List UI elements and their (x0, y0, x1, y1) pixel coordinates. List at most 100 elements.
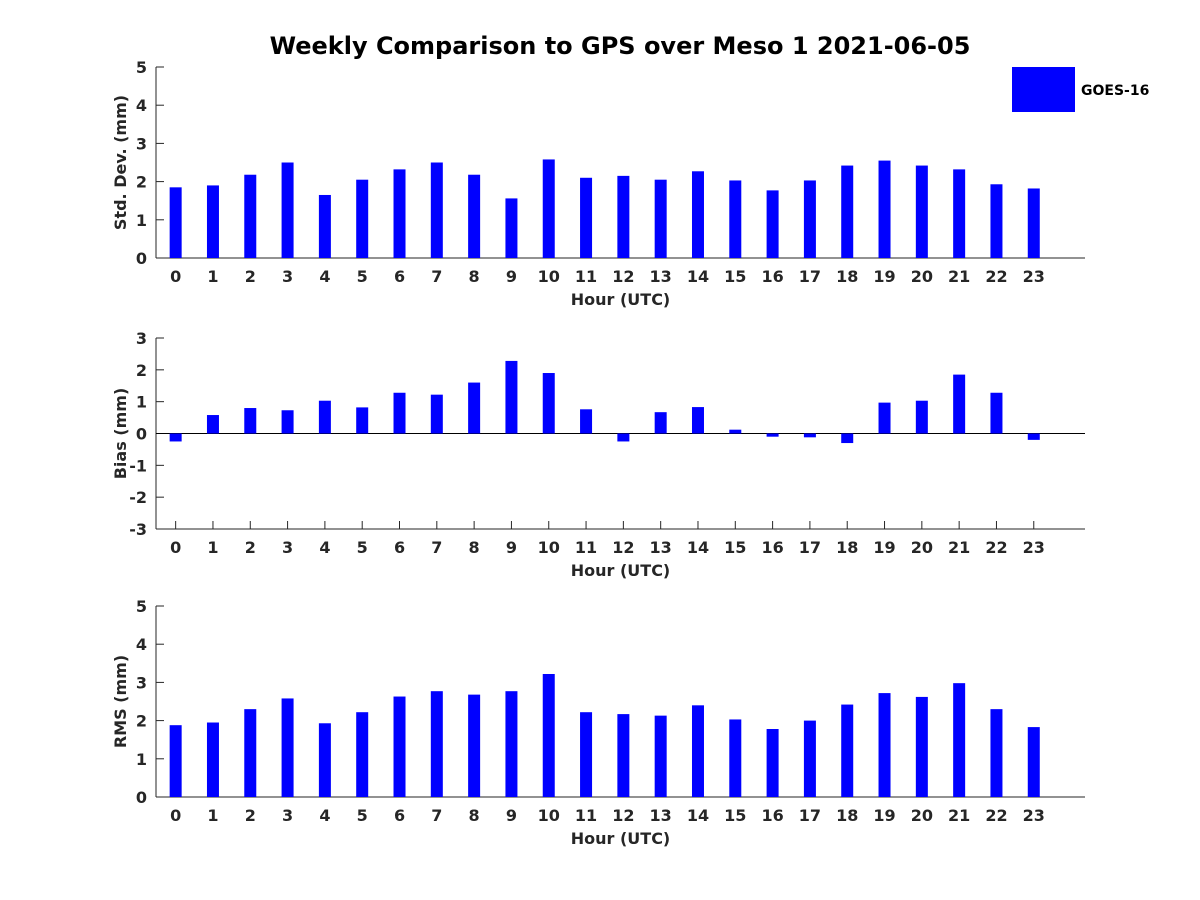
bar-rms-12 (617, 714, 630, 797)
x-tick-label: 7 (431, 267, 442, 286)
y-tick-label: 1 (136, 211, 147, 230)
bar-bias-15 (729, 429, 742, 434)
bar-bias-6 (393, 392, 406, 434)
legend-swatch (1012, 67, 1075, 112)
bar-std-dev-8 (468, 174, 481, 258)
x-tick-label: 13 (650, 538, 672, 557)
y-tick-label: 0 (136, 249, 147, 268)
bar-std-dev-15 (729, 180, 742, 258)
x-tick-label: 1 (207, 267, 218, 286)
x-tick-label: 4 (319, 267, 330, 286)
x-tick-label: 20 (911, 806, 933, 825)
bar-std-dev-10 (542, 159, 555, 258)
bar-bias-9 (505, 360, 518, 434)
bar-rms-16 (766, 729, 779, 797)
x-tick-label: 7 (431, 806, 442, 825)
bar-bias-23 (1027, 433, 1040, 440)
bar-std-dev-20 (915, 165, 928, 258)
x-tick-label: 16 (761, 538, 783, 557)
y-tick-label: 5 (136, 58, 147, 77)
x-tick-label: 21 (948, 806, 970, 825)
bar-std-dev-12 (617, 175, 630, 258)
x-tick-label: 7 (431, 538, 442, 557)
x-tick-label: 20 (911, 267, 933, 286)
x-axis-label: Hour (UTC) (571, 290, 671, 309)
bar-bias-10 (542, 373, 555, 434)
x-tick-label: 23 (1023, 267, 1045, 286)
x-tick-label: 4 (319, 538, 330, 557)
bar-std-dev-22 (990, 184, 1003, 258)
bar-rms-0 (169, 725, 182, 797)
bar-bias-16 (766, 433, 779, 437)
x-tick-label: 19 (873, 806, 895, 825)
bar-std-dev-6 (393, 169, 406, 258)
bar-std-dev-13 (654, 179, 667, 258)
bar-rms-13 (654, 715, 667, 797)
x-tick-label: 18 (836, 806, 858, 825)
x-tick-label: 2 (245, 806, 256, 825)
bar-rms-23 (1027, 727, 1040, 797)
x-tick-label: 9 (506, 806, 517, 825)
x-tick-label: 22 (985, 538, 1007, 557)
bar-bias-11 (580, 409, 593, 434)
bar-std-dev-16 (766, 190, 779, 258)
x-tick-label: 3 (282, 538, 293, 557)
bar-bias-12 (617, 433, 630, 442)
bar-std-dev-14 (691, 171, 704, 258)
x-tick-label: 9 (506, 267, 517, 286)
x-tick-label: 17 (799, 267, 821, 286)
bar-rms-8 (468, 694, 481, 797)
bar-std-dev-21 (953, 169, 966, 258)
bar-rms-15 (729, 719, 742, 797)
bar-bias-1 (206, 415, 219, 434)
bar-bias-3 (281, 410, 294, 434)
bar-rms-19 (878, 693, 891, 797)
x-tick-label: 12 (612, 267, 634, 286)
bar-rms-20 (915, 696, 928, 797)
bar-rms-21 (953, 683, 966, 797)
y-axis-label: Std. Dev. (mm) (111, 95, 130, 230)
bar-std-dev-11 (580, 177, 593, 258)
x-tick-label: 18 (836, 538, 858, 557)
x-tick-label: 2 (245, 267, 256, 286)
x-tick-label: 0 (170, 267, 181, 286)
bar-rms-14 (691, 705, 704, 797)
bar-bias-0 (169, 433, 182, 442)
bar-std-dev-1 (206, 185, 219, 258)
bar-std-dev-7 (430, 162, 443, 258)
x-tick-label: 10 (538, 267, 560, 286)
x-tick-label: 1 (207, 538, 218, 557)
y-tick-label: -3 (129, 520, 147, 539)
x-tick-label: 21 (948, 267, 970, 286)
bar-std-dev-5 (356, 179, 369, 258)
x-tick-label: 13 (650, 806, 672, 825)
bar-rms-10 (542, 673, 555, 797)
x-tick-label: 13 (650, 267, 672, 286)
x-tick-label: 12 (612, 806, 634, 825)
bar-rms-2 (244, 709, 257, 797)
x-tick-label: 12 (612, 538, 634, 557)
chart-title: Weekly Comparison to GPS over Meso 1 202… (270, 32, 971, 60)
x-tick-label: 23 (1023, 806, 1045, 825)
bar-rms-5 (356, 712, 369, 797)
x-tick-label: 22 (985, 806, 1007, 825)
x-tick-label: 20 (911, 538, 933, 557)
y-tick-label: 2 (136, 361, 147, 380)
y-axis-label: Bias (mm) (111, 388, 130, 480)
bar-std-dev-23 (1027, 188, 1040, 258)
bar-std-dev-19 (878, 160, 891, 258)
bar-bias-14 (691, 407, 704, 434)
y-tick-label: 5 (136, 597, 147, 616)
bar-rms-22 (990, 709, 1003, 797)
bar-bias-21 (953, 374, 966, 434)
y-tick-label: 4 (136, 635, 147, 654)
x-tick-label: 11 (575, 806, 597, 825)
bar-bias-4 (318, 400, 331, 434)
x-tick-label: 8 (469, 538, 480, 557)
bar-std-dev-0 (169, 187, 182, 258)
y-tick-label: 3 (136, 134, 147, 153)
x-tick-label: 14 (687, 538, 709, 557)
